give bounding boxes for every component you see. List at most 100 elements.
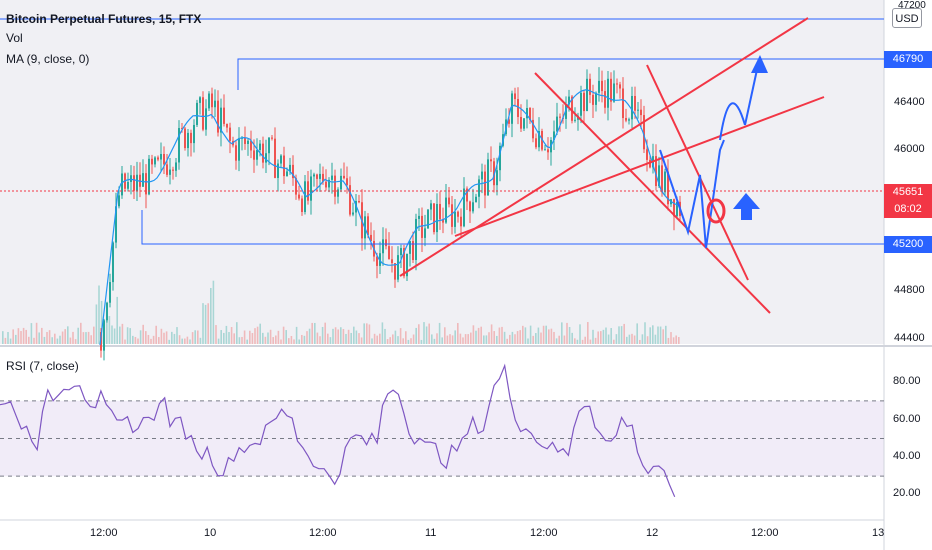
candle-body bbox=[469, 201, 471, 212]
volume-bar bbox=[54, 333, 56, 344]
volume-bar bbox=[56, 338, 59, 344]
candle-body bbox=[637, 109, 639, 111]
volume-bar bbox=[158, 337, 160, 344]
volume-bar bbox=[311, 322, 313, 344]
volume-bar bbox=[2, 331, 4, 344]
volume-bar bbox=[324, 322, 326, 344]
candle-body bbox=[496, 170, 498, 186]
candle-body bbox=[571, 96, 573, 121]
candle-body bbox=[439, 203, 441, 220]
volume-bar bbox=[654, 334, 657, 344]
candle-body bbox=[253, 150, 255, 160]
volume-bar bbox=[256, 326, 259, 344]
volume-bar bbox=[678, 337, 680, 344]
volume-bar bbox=[626, 336, 628, 344]
volume-bar bbox=[644, 322, 646, 344]
volume-bar bbox=[368, 324, 371, 344]
volume-bar bbox=[576, 339, 579, 344]
volume-bar bbox=[407, 339, 410, 344]
candle-body bbox=[418, 215, 420, 219]
candle-body bbox=[583, 92, 585, 112]
candle-body bbox=[343, 175, 345, 179]
volume-bar bbox=[646, 336, 649, 344]
volume-bar bbox=[126, 327, 129, 344]
volume-bar bbox=[69, 337, 72, 344]
volume-bar bbox=[277, 330, 280, 344]
candle-body bbox=[112, 242, 114, 283]
candle-body bbox=[517, 99, 519, 117]
candle-body bbox=[403, 248, 405, 277]
currency-button[interactable]: USD bbox=[892, 8, 922, 28]
volume-bar bbox=[217, 338, 220, 344]
candle-body bbox=[274, 138, 276, 178]
candle-body bbox=[448, 197, 450, 205]
volume-bar bbox=[410, 338, 412, 344]
volume-bar bbox=[431, 334, 433, 344]
volume-bar bbox=[298, 339, 300, 344]
volume-bar bbox=[670, 332, 672, 344]
volume-bar bbox=[662, 329, 664, 344]
candle-body bbox=[421, 215, 423, 238]
candle-body bbox=[622, 88, 624, 119]
candle-body bbox=[676, 201, 678, 217]
volume-bar bbox=[334, 327, 337, 344]
volume-bar bbox=[204, 304, 207, 344]
volume-bar bbox=[483, 335, 485, 344]
volume-bar bbox=[262, 332, 264, 344]
candle-body bbox=[646, 149, 648, 160]
candle-body bbox=[568, 96, 570, 105]
trend-line bbox=[646, 64, 749, 281]
volume-bar bbox=[93, 326, 95, 344]
volume-bar bbox=[269, 329, 272, 344]
candle-body bbox=[268, 137, 270, 154]
volume-bar bbox=[558, 335, 560, 344]
volume-bar bbox=[272, 337, 274, 344]
volume-bar bbox=[672, 337, 675, 344]
trend-line bbox=[534, 72, 771, 314]
volume-bar bbox=[392, 334, 394, 344]
candle-body bbox=[367, 216, 369, 235]
candle-body bbox=[382, 239, 384, 254]
candle-body bbox=[160, 153, 162, 160]
candle-body bbox=[640, 109, 642, 116]
volume-bar bbox=[285, 330, 287, 344]
candle-body bbox=[628, 119, 630, 121]
volume-bar bbox=[389, 337, 391, 344]
volume-bar bbox=[366, 323, 368, 344]
volume-bar bbox=[373, 333, 376, 344]
volume-bar bbox=[355, 330, 358, 344]
candle-body bbox=[526, 108, 528, 119]
candle-body bbox=[544, 149, 546, 151]
candle-body bbox=[574, 119, 576, 121]
volume-bar bbox=[514, 334, 516, 344]
candle-body bbox=[259, 143, 261, 151]
volume-bar bbox=[386, 339, 389, 344]
volume-bar bbox=[350, 332, 352, 344]
volume-bar bbox=[163, 332, 165, 344]
volume-bar bbox=[28, 336, 30, 344]
volume-bar bbox=[574, 338, 576, 344]
volume-bar bbox=[607, 334, 610, 344]
symbol-title: Bitcoin Perpetual Futures, 15, FTX bbox=[6, 12, 202, 26]
volume-bar bbox=[467, 334, 469, 344]
volume-bar bbox=[72, 331, 74, 344]
volume-bar bbox=[316, 332, 319, 344]
volume-bar bbox=[74, 339, 77, 344]
volume-bar bbox=[210, 287, 212, 344]
volume-bar bbox=[308, 328, 311, 344]
volume-bar bbox=[555, 338, 558, 344]
volume-bar bbox=[542, 325, 545, 344]
candle-body bbox=[148, 158, 150, 195]
volume-bar bbox=[587, 322, 589, 344]
volume-bar bbox=[293, 339, 295, 344]
volume-bar bbox=[519, 330, 521, 344]
volume-bar bbox=[251, 332, 254, 344]
candle-body bbox=[460, 216, 462, 227]
candle-body bbox=[376, 256, 378, 266]
volume-bar bbox=[618, 326, 620, 344]
volume-bar bbox=[254, 328, 256, 344]
volume-bar bbox=[98, 285, 100, 344]
trend-line bbox=[454, 96, 825, 237]
